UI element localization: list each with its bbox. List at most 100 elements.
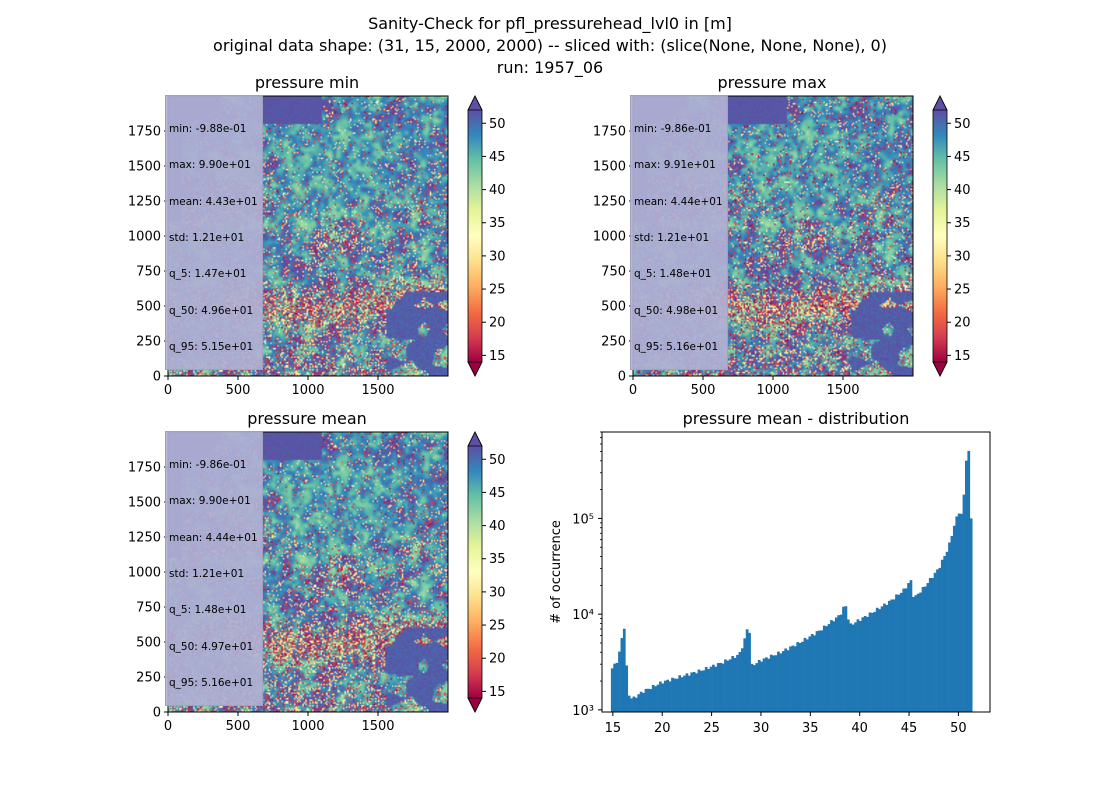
colorbar-tick-label: 35 [489,216,506,231]
panel-title: pressure min [255,73,359,92]
histogram-bar [854,622,857,712]
histogram-bar [753,665,756,712]
histogram-bar [827,624,831,712]
stat-q50: q_50: 4.98e+01 [634,304,719,317]
histogram-bar [675,678,679,712]
stats-box-pressure-min: min: -9.88e-01 max: 9.90e+01 mean: 4.43e… [165,95,263,371]
stat-q50: q_50: 4.96e+01 [169,304,254,317]
y-tick-label: 10³ [572,704,594,719]
histogram-bar [851,624,855,712]
y-axis-label: # of occurrence [549,520,564,624]
histogram-bar [709,666,713,712]
stat-min: min: -9.86e-01 [634,123,712,136]
panel-pressure-min: pressure min 0 500 1000 1500 0 250 500 750 1000… [128,73,506,398]
colorbar-tick-label: 30 [954,249,971,264]
y-tick-label: 0 [153,706,161,721]
histogram-bar [724,659,727,712]
y-tick-label: 250 [136,671,161,686]
colorbar-tick-label: 15 [489,349,506,364]
histogram-bar [661,683,665,712]
stat-q95: q_95: 5.16e+01 [169,676,254,689]
histogram-bar [902,588,906,712]
colorbar-tick-label: 25 [954,283,971,298]
histogram-bar [878,609,881,712]
histogram-bar [914,595,918,712]
histogram-bar [721,663,725,712]
colorbar-tick-label: 50 [489,453,506,468]
histogram-bar [767,658,771,712]
histogram-bar [806,639,809,712]
histogram-bar [943,556,947,712]
histogram-bar [885,604,889,712]
colorbar-tick-label: 35 [954,216,971,231]
figure-title: Sanity-Check for pfl_pressurehead_lvl0 i… [213,14,887,78]
y-tick-label: 1250 [128,531,161,546]
histogram-bar [647,688,650,712]
histogram-bar [965,460,968,712]
panel-title: pressure mean - distribution [683,409,910,428]
x-tick-label: 40 [851,721,868,736]
stat-mean: mean: 4.44e+01 [634,195,723,208]
title-line-2: original data shape: (31, 15, 2000, 2000… [213,36,887,55]
histogram-bar [673,678,677,712]
histogram-bar [897,594,901,712]
y-tick-label: 10⁴ [572,608,594,623]
histogram-bar [899,592,903,712]
histogram-bar [622,628,626,712]
colorbar-tick-label: 40 [954,183,971,198]
y-tick-label: 750 [136,265,161,280]
histogram-bar [938,567,942,712]
histogram-bar [924,586,927,712]
histogram-bar [639,691,643,712]
histogram-bar [772,655,775,712]
histogram-bar [748,632,751,712]
histogram-bar [834,617,838,712]
y-tick-label: 0 [153,370,161,385]
histogram-bar [784,648,788,712]
histogram-bar [625,665,629,712]
x-tick-label: 1000 [291,383,324,398]
histogram-bar [656,684,660,712]
y-axis: 0 250 500 750 1000 1250 1500 1750 [128,461,168,721]
histogram-bar [916,593,920,712]
stat-min: min: -9.88e-01 [169,123,247,136]
histogram-bar [873,611,877,712]
histogram-bar [825,626,828,712]
histogram-bar [856,619,860,712]
histogram-bar [791,645,795,712]
histogram-bar [690,672,694,712]
histogram-bar [668,681,672,712]
histogram-bar [926,583,930,712]
histogram-bar [895,594,898,712]
histogram-bar [810,634,814,712]
y-tick-label: 1500 [128,496,161,511]
stat-q95: q_95: 5.16e+01 [634,340,719,353]
y-tick-label: 750 [601,265,626,280]
histogram-bar [842,606,845,712]
y-tick-label: 250 [601,335,626,350]
histogram-bar [866,616,869,712]
colorbar-extend-top [467,431,483,447]
x-axis: 0 500 1000 1500 [164,376,395,398]
y-tick-label: 500 [136,300,161,315]
x-tick-label: 35 [802,721,819,736]
histogram-bar [610,668,614,712]
colorbar-tick-label: 50 [954,117,971,132]
histogram-bar [793,646,797,712]
stat-max: max: 9.90e+01 [169,159,251,172]
histogram-bar [716,663,720,712]
stat-mean: mean: 4.44e+01 [169,531,258,544]
histogram-bar [955,516,959,712]
histogram-bar [613,663,617,712]
stat-q5: q_5: 1.48e+01 [169,604,247,617]
histogram-bar [714,666,718,712]
colorbar-tick-label: 25 [489,283,506,298]
histogram-bar [757,659,761,712]
colorbar: 15 20 25 30 35 40 45 50 [467,95,506,377]
colorbar-extend-bottom [932,361,948,377]
colorbar-gradient [468,110,482,362]
histogram-bar [726,660,730,712]
histogram-bar [728,659,732,712]
histogram-bar [813,635,816,712]
y-tick-label: 250 [136,335,161,350]
